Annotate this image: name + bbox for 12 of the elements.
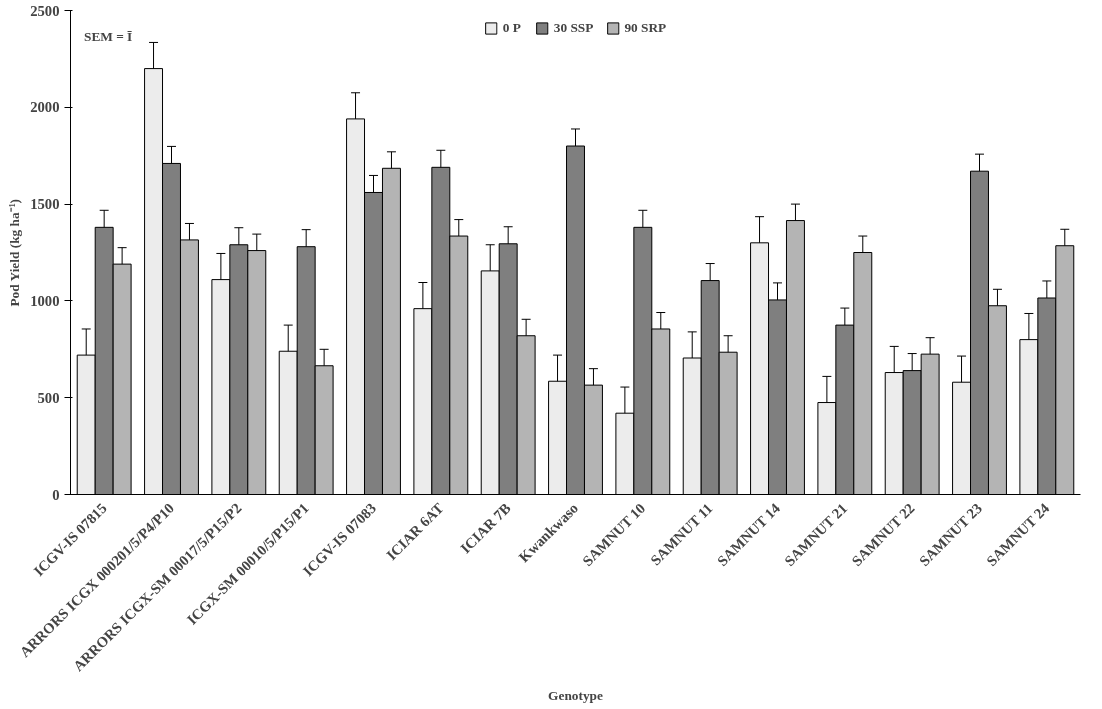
y-tick-label: 2500 <box>30 2 60 19</box>
y-tick-label: 0 <box>52 486 60 503</box>
legend-label: 0 P <box>502 20 522 36</box>
y-tick-label: 500 <box>37 389 60 406</box>
annotation: SEM = Ī <box>83 29 133 45</box>
legend-label: 30 SSP <box>553 20 594 36</box>
y-tick-label: 1000 <box>30 292 60 309</box>
x-axis-title: Genotype <box>548 687 603 703</box>
legend-label: 90 SRP <box>624 20 667 36</box>
y-tick-label: 1500 <box>30 196 60 213</box>
y-tick-label: 2000 <box>30 99 60 116</box>
y-axis-title: Pod Yield (kg ha⁻¹) <box>7 198 23 307</box>
